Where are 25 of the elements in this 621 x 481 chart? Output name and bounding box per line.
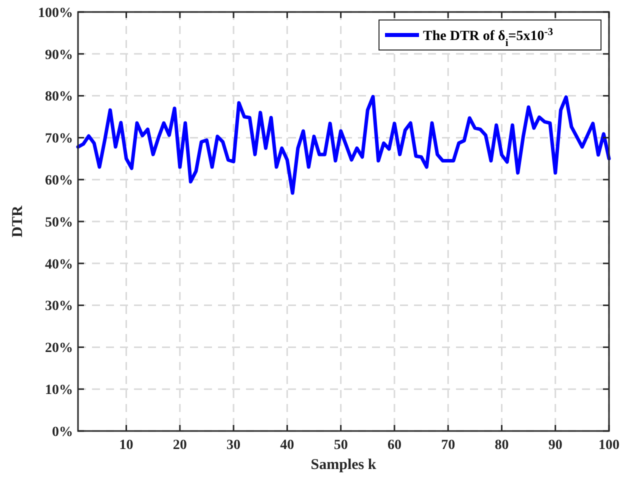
y-tick-label: 80% bbox=[45, 90, 73, 105]
y-axis-title: DTR bbox=[10, 206, 26, 238]
x-tick-label: 10 bbox=[119, 438, 134, 453]
x-tick-label: 50 bbox=[334, 438, 348, 453]
y-tick-label: 10% bbox=[45, 383, 73, 398]
x-tick-label: 100 bbox=[598, 438, 620, 453]
y-tick-label: 40% bbox=[45, 257, 73, 272]
x-tick-label: 30 bbox=[226, 438, 241, 453]
x-tick-label: 60 bbox=[387, 438, 402, 453]
y-tick-label: 100% bbox=[38, 6, 73, 21]
x-tick-label: 80 bbox=[494, 438, 509, 453]
y-tick-label: 70% bbox=[45, 132, 73, 147]
y-tick-label: 60% bbox=[45, 174, 73, 188]
y-tick-label: 30% bbox=[45, 299, 73, 314]
y-tick-label: 90% bbox=[45, 48, 73, 63]
y-tick-label: 50% bbox=[45, 215, 73, 230]
x-axis-title: Samples k bbox=[310, 457, 377, 473]
x-tick-label: 70 bbox=[441, 438, 456, 453]
y-tick-label: 0% bbox=[52, 424, 73, 440]
x-tick-label: 90 bbox=[548, 438, 562, 453]
y-tick-label: 20% bbox=[45, 341, 73, 356]
line-series bbox=[76, 94, 611, 195]
x-tick-label: 20 bbox=[172, 438, 187, 453]
x-tick-label: 40 bbox=[280, 438, 294, 453]
legend-label: The DTR of δ$_{i}$=5x10$^{-3}$ bbox=[423, 26, 553, 48]
